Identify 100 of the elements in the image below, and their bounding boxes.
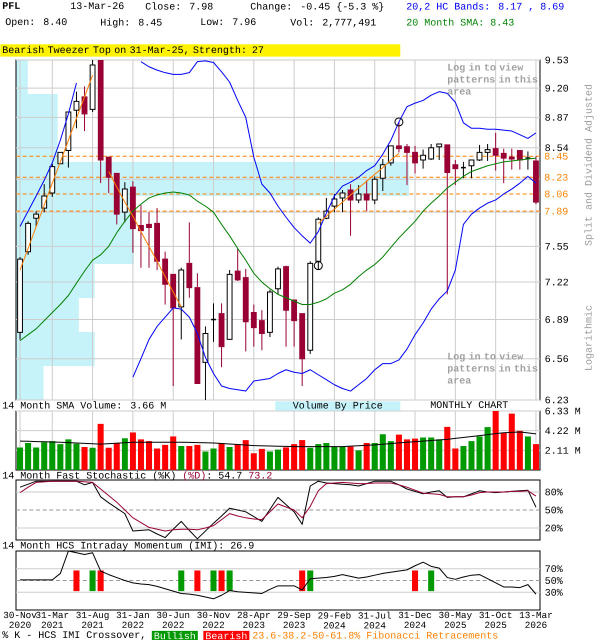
bar [98, 424, 104, 470]
ref-line-label: 8.23 [544, 174, 568, 181]
bar [492, 411, 499, 470]
y-tick-label: 2.11 M [545, 446, 580, 454]
bar [348, 446, 354, 470]
text: Vol: 2,777,491 [290, 18, 376, 28]
y-tick-label: 6.23 [545, 396, 568, 404]
bar [331, 446, 338, 470]
text: Change: -0.45 {-5.3 %} [250, 2, 384, 12]
bar [226, 446, 233, 470]
candlestick [210, 302, 217, 342]
x-tick-label: 29-Sep 2023 [278, 612, 310, 628]
text: Close: 7.98 [146, 2, 213, 10]
bar [130, 432, 136, 470]
chart-title: 14 Month Fast Stochastic [3, 471, 146, 479]
bar [372, 442, 378, 470]
text: Bearish [206, 632, 246, 640]
candlestick [340, 190, 346, 213]
bar [258, 448, 265, 470]
candlestick [74, 91, 80, 129]
bar [420, 437, 426, 470]
y-tick-label: 30% [545, 588, 563, 596]
y-tick-label: 6.33 M [545, 408, 580, 414]
candlestick [332, 193, 338, 213]
candlestick [33, 210, 40, 228]
bar [202, 451, 208, 470]
y-tick-label: 7.22 [545, 278, 568, 286]
candlestick [428, 143, 434, 160]
bar [154, 448, 160, 470]
x-tick-label: 31-Jul 2024 [358, 612, 392, 628]
bar [452, 448, 458, 470]
y-tick-label: 80% [545, 488, 563, 496]
text: Volume By Price [292, 401, 382, 411]
bar [356, 450, 362, 470]
x-tick-label: 30-Jun 2022 [156, 612, 190, 628]
y-tick-label: 6.89 [545, 316, 568, 323]
bar [476, 436, 483, 470]
bar [162, 444, 168, 470]
bar [17, 447, 24, 470]
text: 23.6-38.2-50-61.8% Fibonacci Retracements [252, 631, 498, 639]
bar [299, 440, 306, 470]
candlestick [420, 149, 426, 170]
bar [307, 448, 314, 470]
candlestick [468, 160, 474, 179]
x-tick-label: 28-Apr 2023 [238, 612, 270, 628]
bar [428, 437, 434, 470]
x-tick-label: 31-Mar 2021 [36, 612, 68, 628]
text: High: 8.45 [101, 18, 162, 28]
bar [323, 442, 330, 470]
candlestick [275, 266, 281, 295]
candlestick [500, 148, 507, 184]
bar [146, 441, 152, 470]
bar [170, 436, 176, 470]
text: 73.2 [249, 472, 272, 479]
y-axis-title: Split and Dividend Adjusted [584, 84, 594, 246]
ref-line-label: 8.45 [544, 152, 568, 160]
annotation: Log in to view patterns in this area [448, 63, 538, 95]
x-tick-label: 31-Aug 2021 [76, 612, 109, 628]
x-tick-label: 31-Oct 2025 [479, 612, 512, 628]
bar [436, 439, 442, 470]
bar [178, 446, 184, 470]
legend-title: % K - HCS IMI Crossover, [2, 631, 144, 640]
ref-line-label: 7.89 [545, 208, 568, 215]
bar [210, 448, 217, 470]
bar [460, 446, 466, 470]
chart-title: 14 Month HCS Intraday Momentum (IMI): 26.9 [3, 541, 254, 551]
bar [33, 447, 40, 470]
x-tick-label: 31-Jan 2022 [116, 612, 149, 628]
x-tick-label: 13-Mar 2026 [520, 612, 552, 628]
bar [388, 441, 394, 470]
bar [65, 439, 72, 470]
bar [218, 443, 225, 470]
x-tick-label: 30-Nov 2020 [4, 612, 36, 628]
y-tick-label: 6.56 [545, 355, 568, 362]
candlestick [436, 143, 442, 160]
bar [49, 441, 56, 470]
candlestick [356, 184, 362, 204]
candlestick [412, 145, 418, 174]
bar [106, 448, 112, 470]
bar [291, 444, 298, 470]
bar [315, 444, 322, 470]
x-tick-label: 29-Feb 2024 [318, 612, 351, 628]
y-tick-label: 7.55 [545, 243, 568, 250]
candlestick [372, 176, 378, 205]
candlestick [250, 304, 257, 348]
annotation: Log in to view patterns in this area [448, 352, 538, 384]
candlestick [460, 161, 467, 179]
chart-title: PFL [2, 2, 20, 9]
text: 13-Mar-26 [71, 2, 124, 10]
candlestick [492, 132, 499, 172]
chart-title: 14 Month SMA Volume: 3.66 M [3, 401, 166, 409]
bar [339, 446, 346, 470]
candlestick [476, 144, 482, 162]
bar [114, 442, 120, 470]
bar [516, 430, 523, 470]
y-tick-label: 50% [545, 506, 563, 514]
candlestick [404, 143, 410, 186]
ref-line-label: 8.06 [544, 190, 568, 198]
candlestick [508, 148, 515, 170]
bar [82, 446, 88, 470]
